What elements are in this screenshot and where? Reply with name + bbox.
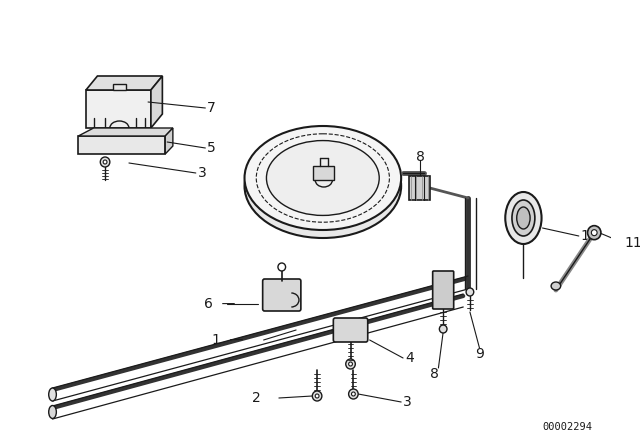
Text: 2: 2 [252,391,261,405]
Circle shape [346,359,355,369]
Circle shape [312,391,322,401]
Text: 11: 11 [625,236,640,250]
FancyBboxPatch shape [262,279,301,311]
Circle shape [349,389,358,399]
Circle shape [351,392,355,396]
FancyBboxPatch shape [409,176,430,200]
Text: 8: 8 [430,367,438,381]
Ellipse shape [551,282,561,290]
Ellipse shape [516,207,530,229]
Circle shape [315,394,319,398]
Text: 1  —: 1 — [212,333,244,347]
FancyBboxPatch shape [86,90,151,128]
Circle shape [349,362,353,366]
Circle shape [100,157,110,167]
Polygon shape [86,76,163,90]
Text: 10: 10 [580,229,598,243]
Text: 3: 3 [403,395,412,409]
Circle shape [588,226,601,240]
Ellipse shape [49,405,56,418]
Text: 9: 9 [475,347,484,361]
Circle shape [440,325,447,333]
Text: 6  —: 6 — [204,297,236,311]
FancyBboxPatch shape [433,271,454,309]
Circle shape [591,230,597,236]
Circle shape [466,288,474,296]
FancyBboxPatch shape [333,318,368,342]
FancyBboxPatch shape [113,84,126,90]
Text: 8: 8 [417,150,426,164]
Text: 7: 7 [207,101,216,115]
Ellipse shape [505,192,541,244]
Ellipse shape [244,134,401,238]
Ellipse shape [266,141,380,215]
Text: 5: 5 [207,141,216,155]
Text: 00002294: 00002294 [542,422,592,432]
Circle shape [278,263,285,271]
Circle shape [103,160,107,164]
Text: 4: 4 [405,351,413,365]
Polygon shape [78,128,173,136]
Ellipse shape [49,388,56,401]
Polygon shape [151,76,163,128]
Ellipse shape [512,200,535,236]
Ellipse shape [244,126,401,230]
Polygon shape [78,136,165,154]
Text: 3: 3 [198,166,207,180]
FancyBboxPatch shape [314,166,334,180]
Polygon shape [165,128,173,154]
